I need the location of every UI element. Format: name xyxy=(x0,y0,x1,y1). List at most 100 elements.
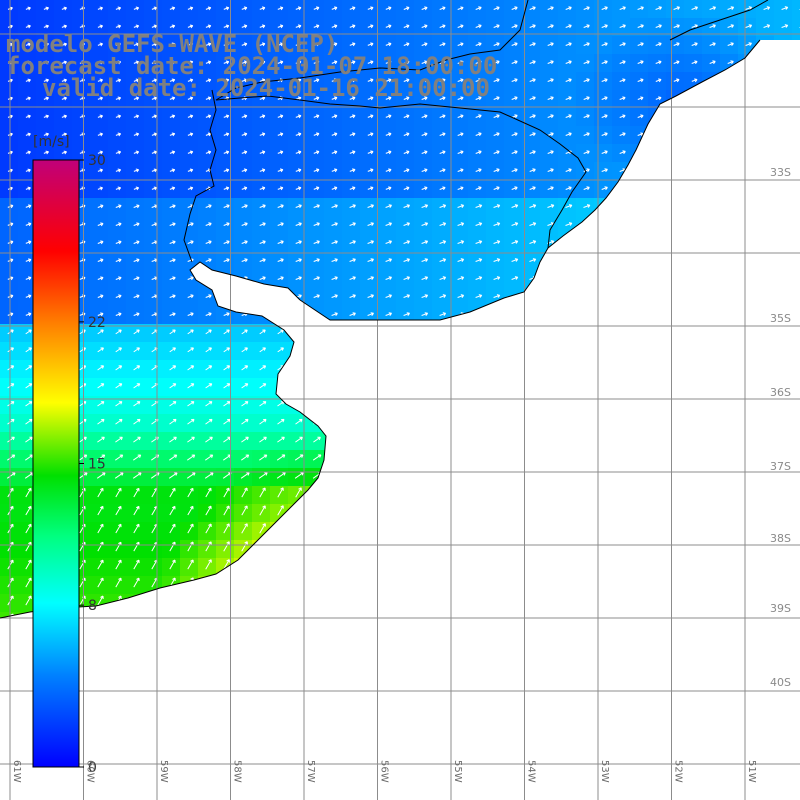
wind-arrow xyxy=(25,505,32,516)
field-cell xyxy=(738,162,757,181)
field-cell xyxy=(468,594,487,613)
wind-arrow xyxy=(403,222,410,226)
longitude-label: 58W xyxy=(232,760,243,783)
field-cell xyxy=(702,648,721,667)
wind-arrow xyxy=(475,559,482,570)
wind-arrow xyxy=(26,793,32,800)
wind-arrow xyxy=(565,294,573,298)
wind-arrow xyxy=(241,576,249,588)
field-cell xyxy=(504,306,523,325)
wind-arrow xyxy=(691,488,698,498)
field-cell xyxy=(774,756,793,775)
wind-arrow xyxy=(457,42,464,47)
field-cell xyxy=(612,702,631,721)
wind-arrow xyxy=(619,541,626,552)
wind-arrow xyxy=(619,312,627,316)
wind-arrow xyxy=(331,240,338,245)
wind-arrow xyxy=(511,487,518,498)
wind-arrow xyxy=(259,454,268,461)
wind-arrow xyxy=(25,42,31,47)
wind-arrow xyxy=(314,721,320,731)
field-cell xyxy=(414,468,433,487)
wind-arrow xyxy=(115,383,123,389)
wind-arrow xyxy=(619,577,626,588)
wind-arrow xyxy=(763,276,771,281)
field-cell xyxy=(792,342,800,361)
wind-arrow xyxy=(782,704,788,714)
field-cell xyxy=(468,504,487,523)
wind-arrow xyxy=(97,114,103,119)
wind-arrow xyxy=(7,436,15,443)
wind-arrow xyxy=(493,505,500,516)
field-cell xyxy=(684,126,703,145)
field-cell xyxy=(162,702,181,721)
wind-arrow xyxy=(187,60,194,65)
wind-arrow xyxy=(746,722,752,732)
field-cell xyxy=(738,216,757,235)
field-cell xyxy=(468,378,487,397)
wind-arrow xyxy=(458,650,464,660)
wind-arrow xyxy=(763,204,771,209)
wind-arrow xyxy=(763,541,770,552)
wind-arrow xyxy=(349,594,357,606)
wind-arrow xyxy=(26,776,32,786)
field-cell xyxy=(630,756,649,775)
field-cell xyxy=(306,324,325,343)
wind-arrow xyxy=(601,419,609,425)
field-cell xyxy=(360,342,379,361)
wind-arrow xyxy=(746,793,752,800)
wind-arrow xyxy=(133,505,140,516)
field-cell xyxy=(504,774,523,793)
field-cell xyxy=(342,738,361,757)
field-cell xyxy=(378,648,397,667)
wind-arrow xyxy=(583,204,591,208)
field-cell xyxy=(126,648,145,667)
field-cell xyxy=(738,702,757,721)
wind-arrow xyxy=(493,78,500,83)
wind-arrow xyxy=(277,132,284,137)
field-cell xyxy=(450,324,469,343)
wind-arrow xyxy=(763,60,770,65)
field-cell xyxy=(684,774,703,793)
wind-arrow xyxy=(349,168,356,173)
field-cell xyxy=(216,576,235,595)
wind-arrow xyxy=(439,132,446,137)
wind-arrow xyxy=(385,78,392,83)
wind-arrow xyxy=(134,740,140,750)
wind-arrow xyxy=(404,667,410,677)
field-cell xyxy=(738,360,757,379)
field-cell xyxy=(432,738,451,757)
field-cell xyxy=(450,486,469,505)
field-cell xyxy=(324,684,343,703)
wind-arrow xyxy=(565,365,573,371)
field-cell xyxy=(342,324,361,343)
wind-arrow xyxy=(565,114,572,119)
wind-arrow xyxy=(152,650,158,659)
field-cell xyxy=(342,576,361,595)
field-cell xyxy=(486,684,505,703)
field-cell xyxy=(504,414,523,433)
wind-arrow xyxy=(709,78,716,83)
wind-arrow xyxy=(224,703,230,713)
field-cell xyxy=(684,648,703,667)
wind-arrow xyxy=(277,204,284,209)
field-cell xyxy=(720,612,739,618)
wind-arrow xyxy=(367,505,374,516)
field-cell xyxy=(792,432,800,451)
field-cell xyxy=(468,756,487,775)
wind-arrow xyxy=(439,329,446,335)
wind-arrow xyxy=(619,186,626,191)
wind-arrow xyxy=(331,150,338,155)
longitude-label: 54W xyxy=(526,760,537,783)
wind-arrow xyxy=(565,454,574,461)
field-cell xyxy=(738,54,757,73)
wind-arrow xyxy=(547,454,556,461)
wind-arrow xyxy=(529,418,537,425)
wind-arrow xyxy=(475,258,483,262)
field-cell xyxy=(360,324,379,343)
field-cell xyxy=(648,576,667,595)
wind-arrow xyxy=(332,793,338,800)
field-cell xyxy=(0,630,19,649)
wind-arrow xyxy=(565,312,573,316)
wind-arrow xyxy=(223,383,231,389)
